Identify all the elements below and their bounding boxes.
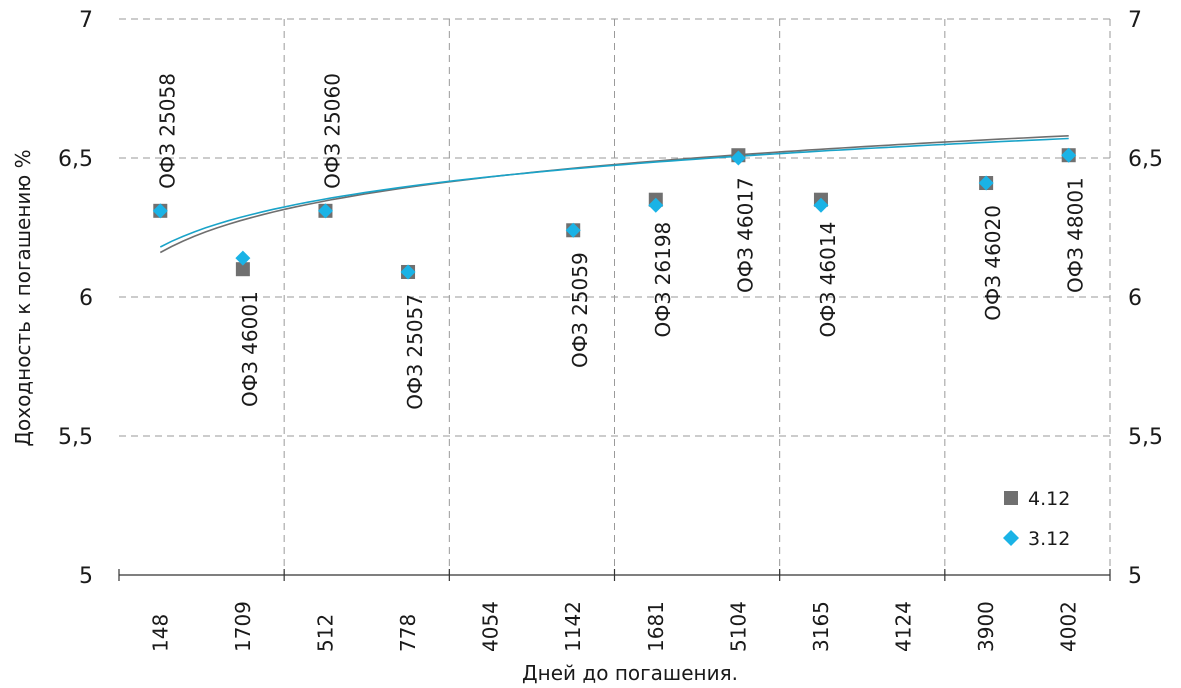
y-tick-label-left: 6,5 [58, 147, 93, 172]
legend-square-marker [1004, 491, 1018, 505]
x-tick-label: 1709 [231, 601, 255, 652]
x-tick-label: 512 [313, 614, 337, 652]
data-point-diamond [152, 203, 168, 219]
point-label: ОФЗ 46001 [238, 291, 262, 407]
point-label: ОФЗ 26198 [651, 222, 675, 338]
data-point-diamond [235, 250, 251, 266]
trendlines [159, 135, 1069, 254]
point-label: ОФЗ 48001 [1064, 177, 1088, 293]
y-tick-label-left: 5,5 [58, 425, 93, 450]
x-axis-title: Дней до погашения. [522, 661, 738, 685]
legend-label-series-1: 4.12 [1028, 488, 1070, 510]
legend: 4.12 3.12 [1003, 488, 1070, 550]
x-tick-label: 3165 [809, 601, 833, 652]
data-point-diamond [317, 203, 333, 219]
point-label: ОФЗ 25057 [403, 294, 427, 410]
point-label: ОФЗ 25059 [568, 252, 592, 368]
data-point-square [235, 262, 250, 277]
data-point-diamond [648, 197, 664, 213]
x-tick-label: 4124 [892, 601, 916, 652]
point-label: ОФЗ 25058 [155, 73, 179, 189]
x-tick-label: 4002 [1057, 601, 1081, 652]
grid [119, 18, 1111, 575]
y-tick-label-right: 7 [1128, 8, 1142, 33]
data-point-diamond [813, 197, 829, 213]
point-label: ОФЗ 46014 [816, 222, 840, 338]
x-tick-label: 1142 [561, 601, 585, 652]
data-point-diamond [1061, 147, 1077, 163]
y-tick-label-left: 7 [79, 8, 93, 33]
data-point-diamond [978, 175, 994, 191]
data-point-diamond [565, 222, 581, 238]
x-tick-label: 148 [148, 614, 172, 652]
y-tick-label-right: 5 [1128, 564, 1142, 589]
data-labels: ОФЗ 25058 ОФЗ 46001 ОФЗ 25060 ОФЗ 25057 ОФЗ … [155, 73, 1087, 410]
point-label: ОФЗ 25060 [320, 73, 344, 189]
y-tick-label-right: 5,5 [1128, 425, 1163, 450]
x-tick-label: 3900 [974, 601, 998, 652]
data-point-diamond [730, 150, 746, 166]
legend-label-series-2: 3.12 [1028, 528, 1070, 550]
axes [118, 569, 1111, 581]
point-label: ОФЗ 46020 [981, 205, 1005, 321]
x-tick-label: 5104 [726, 601, 750, 652]
data-points [152, 147, 1077, 280]
point-label: ОФЗ 46017 [733, 177, 757, 293]
data-point-diamond [400, 264, 416, 280]
trendline-3.12 [159, 137, 1069, 248]
x-tick-label: 4054 [479, 601, 503, 652]
y-tick-label-left: 5 [79, 564, 93, 589]
y-axis-title: Доходность к погашению % [11, 149, 35, 446]
legend-diamond-marker [1003, 530, 1019, 546]
y-tick-label-right: 6,5 [1128, 147, 1163, 172]
x-tick-label: 1681 [644, 601, 668, 652]
y-tick-label-left: 6 [79, 286, 93, 311]
x-tick-label: 778 [396, 614, 420, 652]
y-tick-label-right: 6 [1128, 286, 1142, 311]
tick-labels: 5 5 5,5 5,5 6 6 6,5 6,5 7 7 148 1709 512 778 4054 1142 1… [58, 8, 1163, 652]
